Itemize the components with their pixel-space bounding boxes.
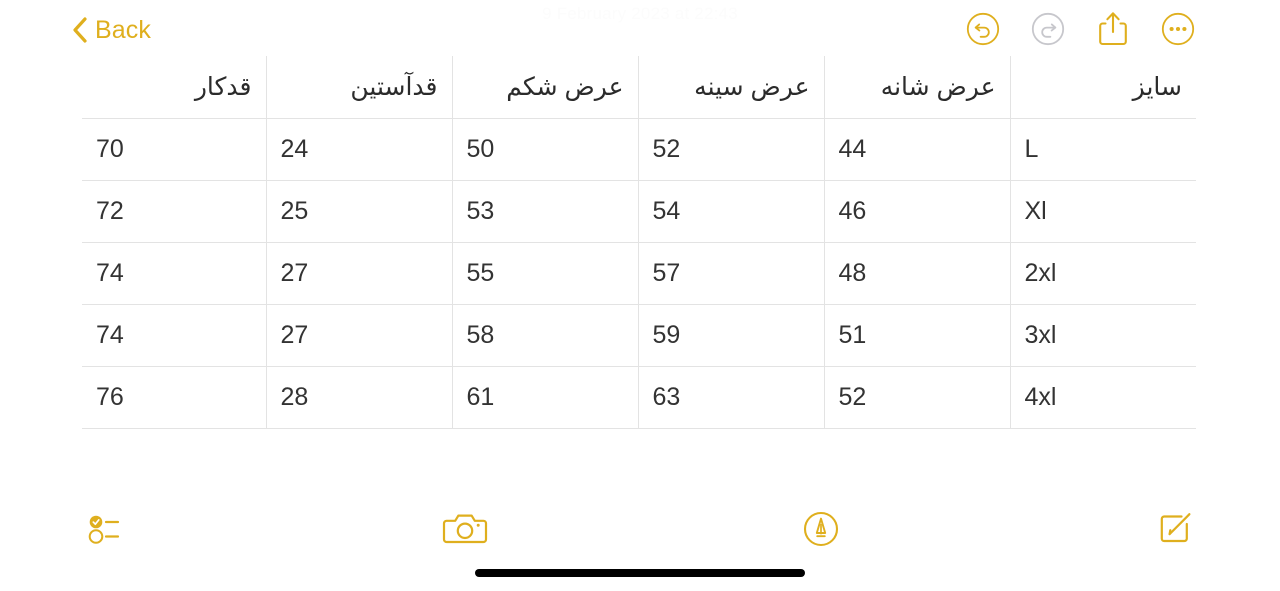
cell-size[interactable]: 3xl: [1009, 303, 1196, 367]
back-button-label: Back: [95, 16, 151, 44]
document-title: 9 February 2023 at 22:43: [542, 4, 738, 23]
cell-waist[interactable]: 58: [451, 303, 639, 367]
table-header: سایز عرض شانه عرض سینه عرض شکم قدآستین ق…: [82, 56, 1196, 119]
table-row[interactable]: Xl 46 54 53 25 72: [82, 179, 1196, 243]
cell-shoulder[interactable]: 51: [823, 303, 1011, 367]
cell-shoulder[interactable]: 48: [823, 241, 1011, 305]
navbar-actions: [963, 11, 1198, 51]
checklist-icon: [87, 512, 127, 551]
markup-tool[interactable]: [793, 505, 849, 557]
cell-sleeve[interactable]: 27: [265, 303, 453, 367]
cell-waist[interactable]: 53: [451, 179, 639, 243]
more-circle-icon: [1161, 12, 1195, 51]
undo-button[interactable]: [963, 11, 1003, 51]
column-header-chest[interactable]: عرض سینه: [637, 56, 825, 119]
cell-sleeve[interactable]: 24: [265, 117, 453, 181]
bottom-toolbar: [0, 499, 1280, 563]
camera-tool[interactable]: [437, 505, 493, 557]
back-button[interactable]: Back: [72, 16, 151, 44]
home-indicator: [475, 569, 805, 577]
compose-tool[interactable]: [1147, 505, 1203, 557]
cell-size[interactable]: L: [1009, 117, 1196, 181]
more-button[interactable]: [1158, 11, 1198, 51]
cell-shoulder[interactable]: 44: [823, 117, 1011, 181]
table-row[interactable]: L 44 52 50 24 70: [82, 117, 1196, 181]
markup-pen-icon: [803, 511, 839, 552]
checklist-tool[interactable]: [79, 505, 135, 557]
cell-sleeve[interactable]: 28: [265, 365, 453, 429]
cell-chest[interactable]: 54: [637, 179, 825, 243]
column-header-length[interactable]: قدکار: [82, 56, 267, 119]
table-row[interactable]: 3xl 51 59 58 27 74: [82, 303, 1196, 367]
table-row[interactable]: 4xl 52 63 61 28 76: [82, 365, 1196, 429]
column-header-sleeve[interactable]: قدآستین: [265, 56, 453, 119]
cell-chest[interactable]: 52: [637, 117, 825, 181]
cell-length[interactable]: 74: [82, 303, 267, 367]
undo-circle-icon: [966, 12, 1000, 51]
cell-sleeve[interactable]: 25: [265, 179, 453, 243]
cell-length[interactable]: 74: [82, 241, 267, 305]
column-header-size[interactable]: سایز: [1009, 56, 1196, 119]
cell-size[interactable]: 2xl: [1009, 241, 1196, 305]
cell-chest[interactable]: 63: [637, 365, 825, 429]
cell-length[interactable]: 70: [82, 117, 267, 181]
share-icon: [1096, 10, 1130, 53]
table-header-row: سایز عرض شانه عرض سینه عرض شکم قدآستین ق…: [82, 56, 1196, 119]
share-button[interactable]: [1093, 11, 1133, 51]
table-body: L 44 52 50 24 70 Xl 46 54 53 25 72 2xl: [82, 117, 1196, 429]
navigation-bar: Back 9 February 2023 at 22:43: [0, 0, 1280, 58]
cell-shoulder[interactable]: 52: [823, 365, 1011, 429]
cell-length[interactable]: 72: [82, 179, 267, 243]
cell-length[interactable]: 76: [82, 365, 267, 429]
compose-icon: [1156, 510, 1194, 553]
cell-size[interactable]: Xl: [1009, 179, 1196, 243]
cell-sleeve[interactable]: 27: [265, 241, 453, 305]
redo-circle-icon: [1031, 12, 1065, 51]
column-header-waist[interactable]: عرض شکم: [451, 56, 639, 119]
cell-size[interactable]: 4xl: [1009, 365, 1196, 429]
cell-waist[interactable]: 55: [451, 241, 639, 305]
cell-chest[interactable]: 59: [637, 303, 825, 367]
cell-waist[interactable]: 61: [451, 365, 639, 429]
table-row[interactable]: 2xl 48 57 55 27 74: [82, 241, 1196, 305]
column-header-shoulder[interactable]: عرض شانه: [823, 56, 1011, 119]
cell-shoulder[interactable]: 46: [823, 179, 1011, 243]
cell-waist[interactable]: 50: [451, 117, 639, 181]
chevron-left-icon: [72, 17, 88, 43]
size-chart-table-container[interactable]: سایز عرض شانه عرض سینه عرض شکم قدآستین ق…: [82, 56, 1196, 429]
redo-button[interactable]: [1028, 11, 1068, 51]
size-chart-table[interactable]: سایز عرض شانه عرض سینه عرض شکم قدآستین ق…: [82, 56, 1196, 429]
camera-icon: [442, 511, 488, 552]
cell-chest[interactable]: 57: [637, 241, 825, 305]
